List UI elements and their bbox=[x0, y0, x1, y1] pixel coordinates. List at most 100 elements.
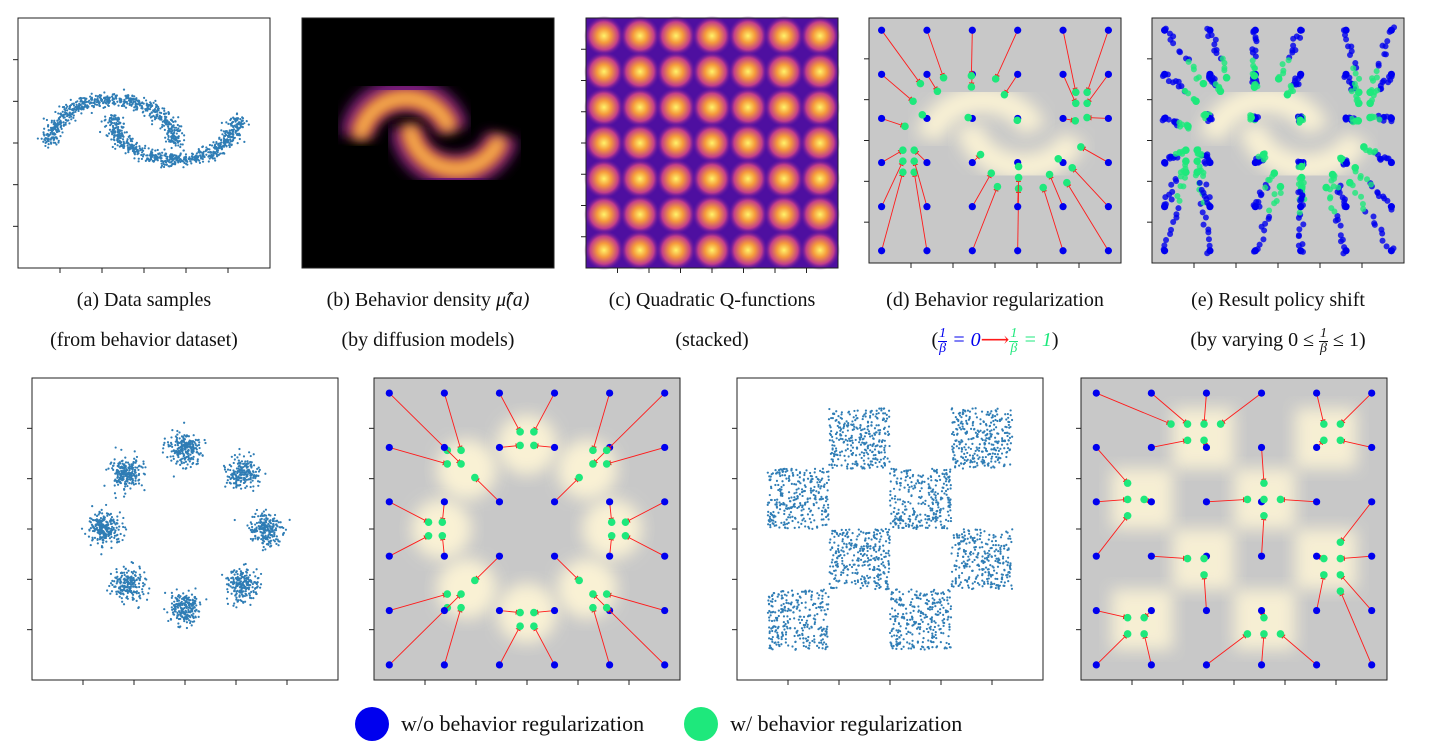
data-point bbox=[994, 544, 997, 547]
density-blob bbox=[497, 414, 557, 475]
data-point bbox=[790, 469, 793, 472]
data-point bbox=[104, 525, 107, 529]
data-point bbox=[111, 467, 114, 470]
data-point bbox=[236, 471, 239, 475]
data-point bbox=[946, 599, 949, 602]
q-peak bbox=[800, 15, 840, 56]
data-point bbox=[222, 464, 226, 467]
unregularized-point bbox=[1387, 203, 1395, 211]
data-point bbox=[964, 552, 967, 556]
regularized-point bbox=[1322, 183, 1330, 192]
data-point bbox=[782, 620, 785, 624]
data-point bbox=[875, 550, 878, 553]
trail-point bbox=[1196, 163, 1203, 170]
data-point bbox=[161, 451, 164, 454]
data-point bbox=[138, 145, 141, 148]
data-point bbox=[890, 512, 893, 515]
data-point bbox=[863, 578, 866, 581]
data-point bbox=[178, 431, 181, 434]
data-point bbox=[74, 101, 78, 104]
data-point bbox=[112, 468, 115, 471]
data-point bbox=[960, 428, 963, 431]
data-point bbox=[248, 574, 252, 577]
data-point bbox=[134, 468, 137, 472]
data-point bbox=[167, 135, 170, 139]
data-point bbox=[138, 464, 141, 467]
data-point bbox=[122, 593, 125, 596]
data-point bbox=[960, 455, 963, 458]
data-point bbox=[915, 527, 918, 531]
data-point bbox=[260, 513, 263, 517]
data-point bbox=[1001, 557, 1005, 560]
data-point bbox=[172, 132, 175, 135]
data-point bbox=[78, 97, 81, 100]
data-point bbox=[66, 105, 69, 108]
data-point bbox=[94, 513, 97, 516]
data-point bbox=[68, 107, 71, 110]
data-point bbox=[147, 592, 150, 595]
data-point bbox=[769, 611, 772, 614]
q-peak bbox=[692, 158, 732, 199]
data-point bbox=[233, 472, 236, 475]
data-point bbox=[51, 129, 55, 132]
data-point bbox=[831, 439, 834, 442]
data-point bbox=[240, 585, 243, 589]
data-point bbox=[248, 527, 251, 530]
trail-point bbox=[1211, 41, 1218, 48]
data-point bbox=[891, 607, 894, 610]
data-point bbox=[116, 533, 119, 536]
data-point bbox=[179, 145, 182, 149]
data-point bbox=[113, 521, 116, 524]
trail-point bbox=[1280, 70, 1287, 77]
data-point bbox=[212, 141, 215, 144]
data-point bbox=[177, 450, 180, 453]
data-point bbox=[223, 468, 227, 471]
q-peak bbox=[620, 51, 660, 92]
data-point bbox=[207, 151, 210, 154]
data-point bbox=[120, 471, 124, 475]
unregularized-point bbox=[968, 158, 976, 167]
data-point bbox=[932, 641, 935, 644]
data-point bbox=[80, 99, 83, 102]
data-point bbox=[115, 582, 118, 585]
data-point bbox=[904, 522, 907, 525]
data-point bbox=[130, 592, 134, 595]
data-point bbox=[100, 508, 103, 511]
data-point bbox=[908, 520, 911, 523]
data-point bbox=[780, 637, 783, 641]
data-point bbox=[235, 118, 238, 121]
data-point bbox=[170, 436, 173, 439]
data-point bbox=[246, 460, 249, 463]
data-point bbox=[230, 117, 233, 120]
data-point bbox=[818, 480, 821, 484]
data-point bbox=[108, 537, 112, 540]
data-point bbox=[104, 535, 107, 538]
data-point bbox=[230, 581, 233, 584]
data-point bbox=[841, 540, 844, 543]
data-point bbox=[768, 637, 771, 640]
data-point bbox=[847, 455, 850, 458]
data-point bbox=[935, 499, 938, 502]
data-point bbox=[201, 152, 204, 155]
data-point bbox=[769, 523, 772, 527]
data-point bbox=[235, 483, 238, 487]
data-point bbox=[185, 621, 189, 624]
unregularized-point bbox=[495, 389, 504, 397]
data-point bbox=[995, 548, 998, 551]
data-point bbox=[245, 571, 248, 574]
trail-point bbox=[1260, 236, 1267, 243]
data-point bbox=[132, 581, 135, 585]
data-point bbox=[1008, 575, 1011, 578]
unregularized-point bbox=[968, 247, 976, 255]
data-point bbox=[901, 593, 905, 596]
data-point bbox=[246, 469, 249, 473]
chart-b-svg bbox=[301, 17, 555, 269]
data-point bbox=[132, 483, 136, 486]
regularized-point bbox=[424, 518, 433, 527]
data-point bbox=[127, 142, 130, 145]
data-point bbox=[182, 166, 185, 169]
caption-c-line2: (stacked) bbox=[675, 329, 749, 351]
data-point bbox=[952, 457, 955, 460]
regularized-point bbox=[910, 146, 919, 154]
data-point bbox=[44, 141, 47, 144]
